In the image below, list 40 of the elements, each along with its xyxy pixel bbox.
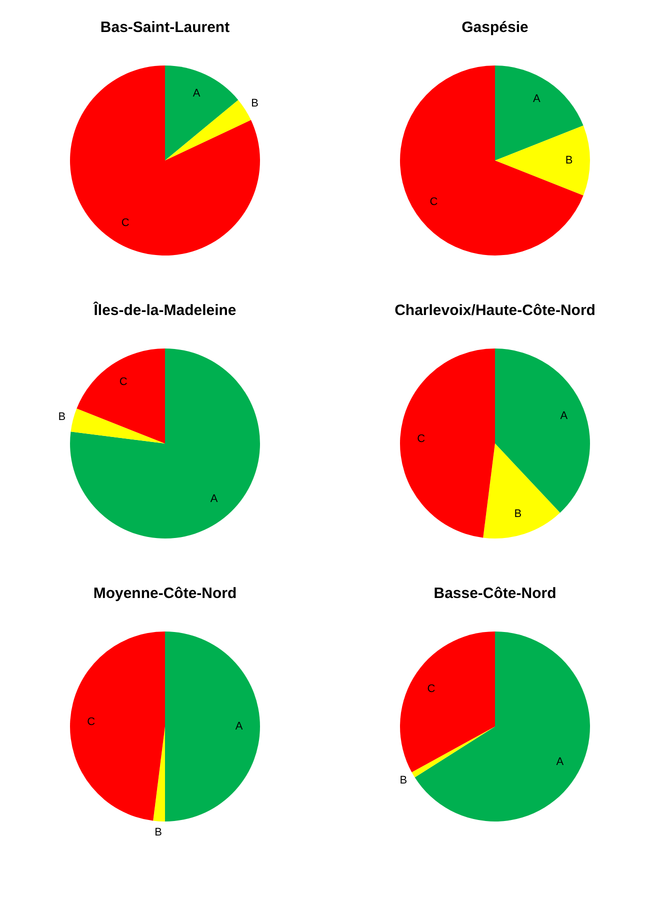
pie-slice bbox=[165, 66, 238, 160]
pie-slice bbox=[70, 348, 260, 538]
pie-slice bbox=[400, 632, 495, 772]
chart-title: Basse-Côte-Nord bbox=[434, 585, 556, 602]
pie-slice bbox=[70, 632, 165, 821]
slice-label: C bbox=[430, 196, 438, 208]
slice-label: C bbox=[417, 432, 426, 445]
pie-slice bbox=[70, 66, 260, 256]
pie-slice bbox=[400, 66, 584, 256]
slice-label: C bbox=[119, 376, 128, 388]
pie-slice bbox=[165, 100, 251, 160]
slice-label: C bbox=[87, 716, 96, 728]
pie-slice bbox=[165, 632, 260, 822]
pie-slice bbox=[76, 348, 165, 444]
slice-label: A bbox=[556, 756, 564, 768]
pie-slice bbox=[412, 726, 495, 778]
pie-slice bbox=[400, 348, 495, 538]
pie-slice bbox=[153, 726, 165, 822]
slice-label: C bbox=[121, 217, 130, 230]
pie-slice bbox=[70, 408, 165, 444]
slice-label: A bbox=[210, 493, 218, 506]
slice-label: C bbox=[427, 682, 436, 695]
chart-title: Bas-Saint-Laurent bbox=[100, 19, 230, 36]
slice-label: A bbox=[560, 410, 568, 422]
chart-title: Moyenne-Côte-Nord bbox=[93, 585, 237, 602]
pie-slice bbox=[495, 126, 590, 196]
chart-title: Îles-de-la-Madeleine bbox=[92, 301, 236, 319]
slice-label: B bbox=[154, 826, 162, 839]
slice-label: B bbox=[251, 97, 259, 110]
slice-label: B bbox=[514, 508, 522, 520]
slice-label: B bbox=[58, 411, 66, 424]
pie-slice bbox=[483, 444, 560, 538]
chart-title: Charlevoix/Haute-Côte-Nord bbox=[394, 302, 596, 319]
chart-title: Gaspésie bbox=[462, 19, 528, 36]
slice-label: A bbox=[192, 87, 201, 100]
slice-label: A bbox=[532, 93, 541, 106]
slice-label: B bbox=[565, 154, 573, 166]
slice-label: B bbox=[400, 774, 408, 787]
slice-label: A bbox=[235, 720, 244, 732]
pie-slice bbox=[414, 632, 590, 822]
